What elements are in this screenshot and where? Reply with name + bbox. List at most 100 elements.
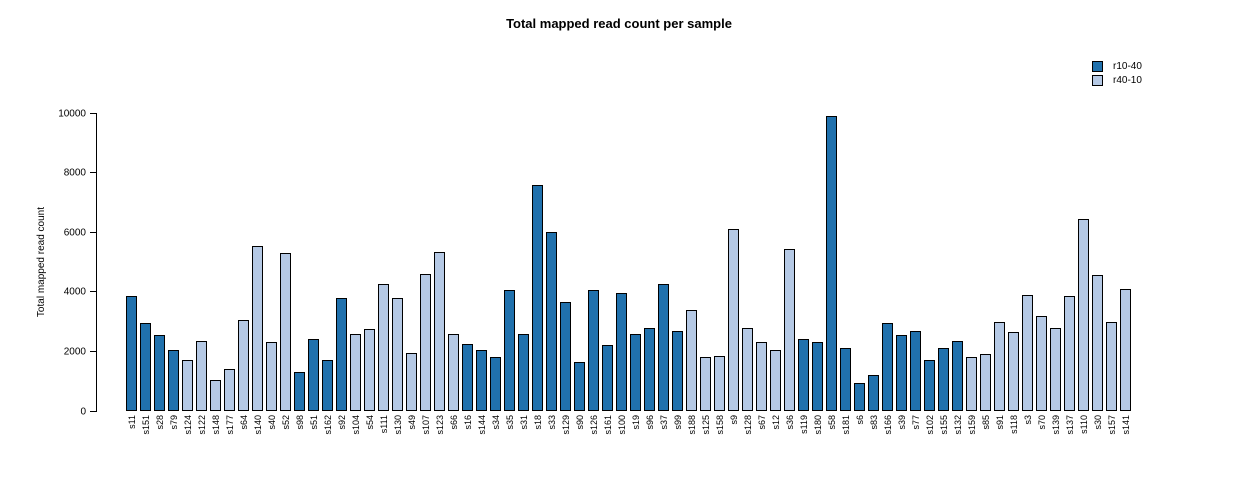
bar bbox=[238, 320, 249, 411]
x-tick-label: s104 bbox=[350, 415, 361, 435]
bar-slot: s181 bbox=[840, 113, 851, 435]
y-tick-label: 10000 bbox=[58, 108, 86, 119]
bar bbox=[770, 349, 781, 411]
x-tick-label: s18 bbox=[532, 415, 543, 430]
y-tick bbox=[90, 410, 97, 412]
bar-slot: s18 bbox=[532, 113, 543, 430]
bar-slot: s151 bbox=[140, 113, 151, 435]
x-tick-label: s34 bbox=[490, 415, 501, 430]
bar bbox=[364, 329, 375, 411]
bar bbox=[490, 357, 501, 411]
bar bbox=[1022, 294, 1033, 411]
x-tick-label: s3 bbox=[1022, 415, 1033, 425]
bar-slot: s90 bbox=[574, 113, 585, 430]
x-tick-label: s19 bbox=[630, 415, 641, 430]
bar bbox=[840, 348, 851, 411]
bar-slot: s99 bbox=[672, 113, 683, 430]
x-tick-label: s159 bbox=[966, 415, 977, 435]
bar bbox=[1078, 218, 1089, 411]
bar bbox=[700, 357, 711, 411]
bar bbox=[560, 302, 571, 411]
x-tick-label: s110 bbox=[1078, 415, 1089, 434]
x-tick-label: s166 bbox=[882, 415, 893, 435]
x-tick-label: s11 bbox=[126, 415, 137, 429]
x-tick-label: s141 bbox=[1120, 415, 1131, 435]
legend-swatch-r40-10-icon bbox=[1092, 75, 1103, 86]
bar bbox=[154, 335, 165, 411]
bar bbox=[812, 342, 823, 411]
x-tick-label: s31 bbox=[518, 415, 529, 430]
x-tick-label: s188 bbox=[686, 415, 697, 435]
x-tick-label: s129 bbox=[560, 415, 571, 435]
bar-slot: s110 bbox=[1078, 113, 1089, 434]
x-tick-label: s39 bbox=[896, 415, 907, 430]
y-tick-label: 6000 bbox=[63, 227, 86, 239]
x-tick-label: s40 bbox=[266, 415, 277, 430]
bar bbox=[434, 251, 445, 411]
x-tick-label: s58 bbox=[826, 415, 837, 430]
bar-slot: s58 bbox=[826, 113, 837, 430]
bar bbox=[350, 333, 361, 411]
bar-slot: s139 bbox=[1050, 113, 1061, 435]
x-tick-label: s130 bbox=[392, 415, 403, 435]
bar bbox=[1106, 321, 1117, 411]
bar-slot: s91 bbox=[994, 113, 1005, 430]
bar-slot: s158 bbox=[714, 113, 725, 435]
x-tick-label: s35 bbox=[504, 415, 515, 430]
bar-slot: s125 bbox=[700, 113, 711, 435]
x-tick-label: s157 bbox=[1106, 415, 1117, 435]
bar bbox=[952, 340, 963, 411]
bar bbox=[686, 309, 697, 411]
bar bbox=[294, 372, 305, 411]
x-tick-label: s148 bbox=[210, 415, 221, 435]
bar-slot: s36 bbox=[784, 113, 795, 430]
bar bbox=[1008, 332, 1019, 411]
x-tick-label: s132 bbox=[952, 415, 963, 435]
bar bbox=[224, 369, 235, 411]
bar bbox=[658, 284, 669, 411]
x-tick-label: s99 bbox=[672, 415, 683, 430]
x-tick-label: s6 bbox=[854, 415, 865, 425]
bar-slot: s83 bbox=[868, 113, 879, 430]
bar-slot: s162 bbox=[322, 113, 333, 435]
bar-slot: s130 bbox=[392, 113, 403, 435]
bar bbox=[742, 327, 753, 411]
legend-swatch-r10-40-icon bbox=[1092, 61, 1103, 72]
bar bbox=[938, 348, 949, 411]
bar bbox=[1050, 327, 1061, 411]
x-tick-label: s125 bbox=[700, 415, 711, 435]
bar bbox=[336, 297, 347, 411]
bar-slot: s128 bbox=[742, 113, 753, 435]
bar bbox=[798, 339, 809, 411]
bar bbox=[896, 335, 907, 411]
bar bbox=[1064, 296, 1075, 411]
bar bbox=[854, 382, 865, 411]
x-tick-label: s12 bbox=[770, 415, 781, 430]
bar-slot: s37 bbox=[658, 113, 669, 430]
bar-slot: s66 bbox=[448, 113, 459, 430]
x-tick-label: s16 bbox=[462, 415, 473, 430]
x-tick-label: s91 bbox=[994, 415, 1005, 430]
plot-area: s11 s151 s28 s79 s124 s122 s148 s177 s64 s140 s40 s… bbox=[58, 108, 1140, 435]
x-tick-label: s9 bbox=[728, 415, 739, 425]
x-tick-label: s155 bbox=[938, 415, 949, 435]
bar-slot: s33 bbox=[546, 113, 557, 430]
bar-slot: s177 bbox=[224, 113, 235, 435]
bar-slot: s104 bbox=[350, 113, 361, 435]
x-tick-label: s83 bbox=[868, 415, 879, 430]
bar bbox=[1036, 315, 1047, 411]
legend: r10-40 r40-10 bbox=[1092, 60, 1142, 88]
bar-slot: s9 bbox=[728, 113, 739, 425]
legend-label: r10-40 bbox=[1113, 61, 1142, 72]
bar bbox=[476, 349, 487, 411]
x-tick-label: s161 bbox=[602, 415, 613, 435]
bar-slot: s166 bbox=[882, 113, 893, 435]
bar-slot: s52 bbox=[280, 113, 291, 430]
x-tick-label: s140 bbox=[252, 415, 263, 435]
bar bbox=[588, 290, 599, 411]
bar-slot: s140 bbox=[252, 113, 263, 435]
x-tick-label: s162 bbox=[322, 415, 333, 435]
bar-slot: s77 bbox=[910, 113, 921, 430]
bar-slot: s51 bbox=[308, 113, 319, 430]
